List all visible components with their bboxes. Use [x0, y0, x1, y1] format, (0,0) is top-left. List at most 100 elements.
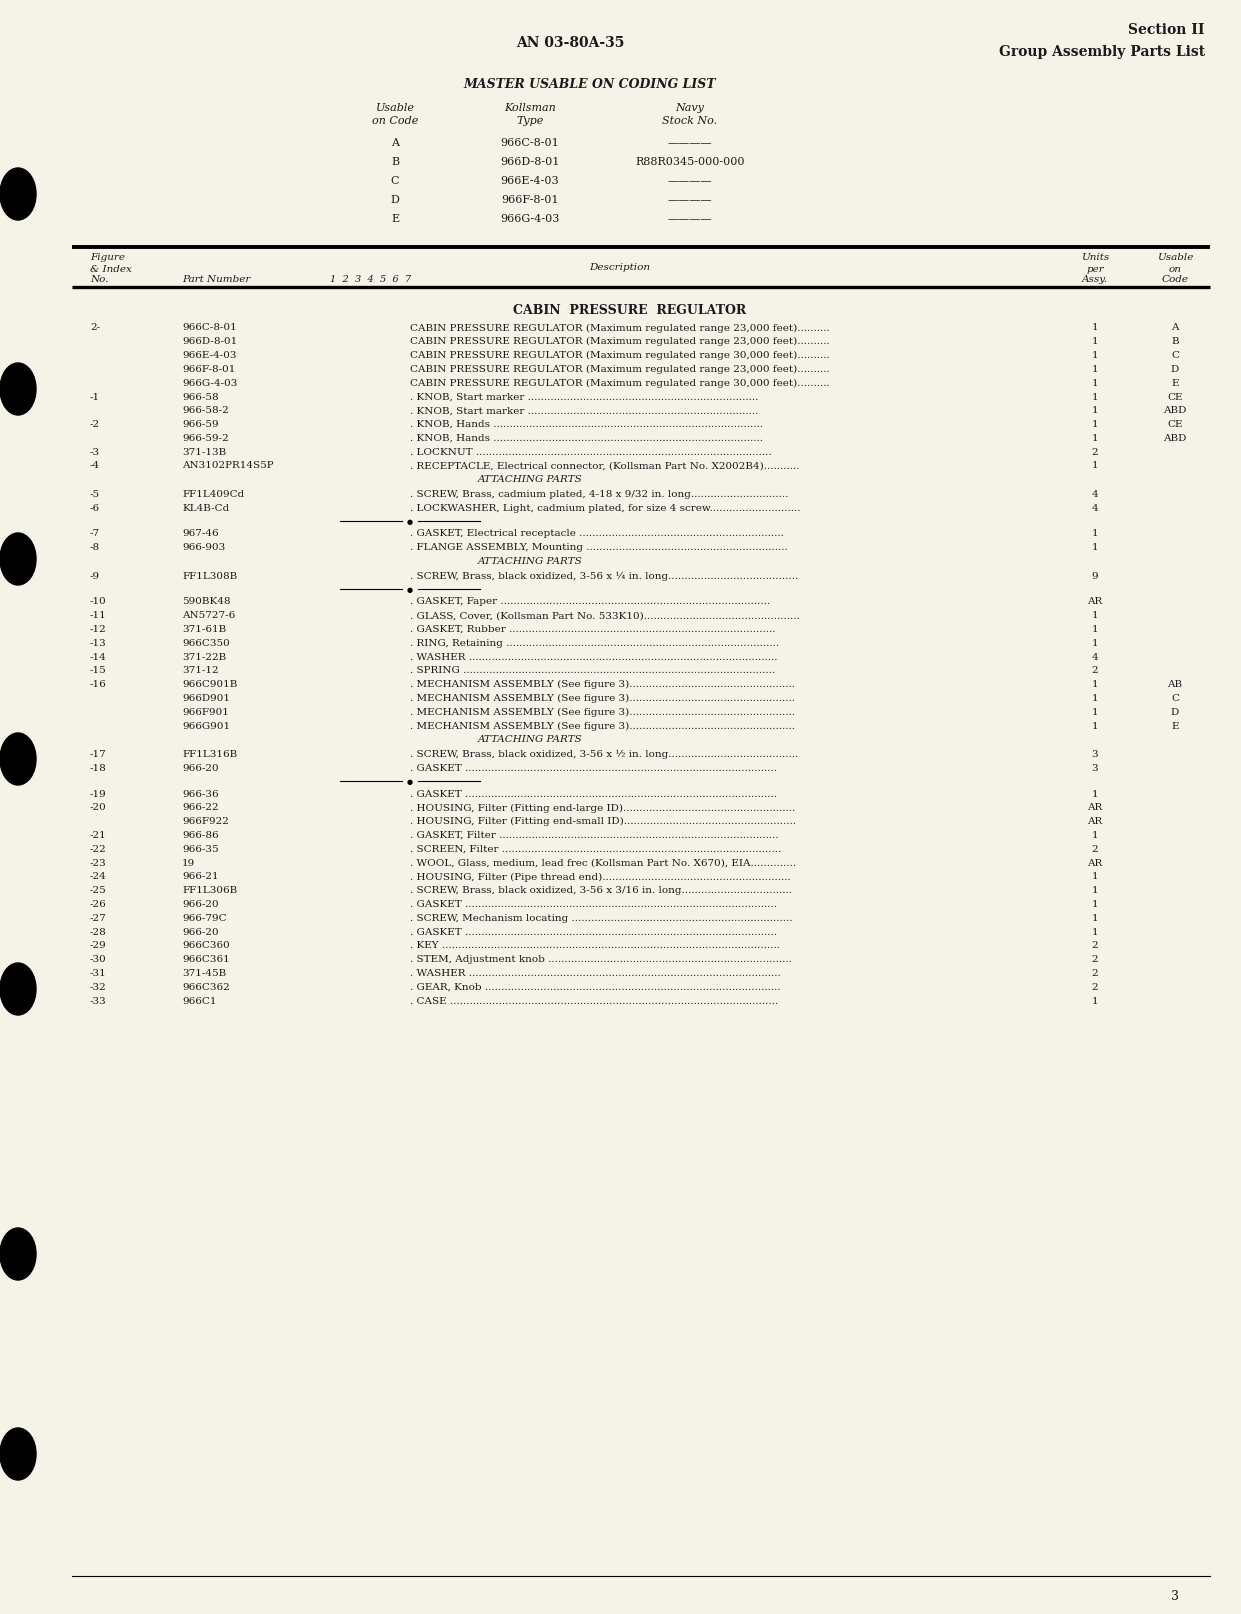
- Text: 966-21: 966-21: [182, 872, 218, 881]
- Text: D: D: [1170, 707, 1179, 717]
- Text: -18: -18: [91, 763, 107, 773]
- Text: 1: 1: [1092, 542, 1098, 552]
- Ellipse shape: [0, 1428, 36, 1480]
- Text: 2: 2: [1092, 955, 1098, 964]
- Text: D: D: [1170, 365, 1179, 374]
- Text: 1  2  3  4  5  6  7: 1 2 3 4 5 6 7: [330, 276, 411, 284]
- Text: B: B: [1172, 337, 1179, 345]
- Text: . GASKET .......................................................................: . GASKET ...............................…: [410, 763, 777, 773]
- Text: on: on: [1169, 265, 1181, 273]
- Text: . MECHANISM ASSEMBLY (See figure 3).............................................: . MECHANISM ASSEMBLY (See figure 3).....…: [410, 679, 795, 689]
- Text: ————: ————: [668, 215, 712, 224]
- Text: 966C901B: 966C901B: [182, 679, 237, 689]
- Text: FF1L316B: FF1L316B: [182, 751, 237, 759]
- Text: -30: -30: [91, 955, 107, 964]
- Text: Section II: Section II: [1128, 23, 1205, 37]
- Text: -5: -5: [91, 489, 101, 499]
- Text: . WOOL, Glass, medium, lead frec (Kollsman Part No. X670), EIA..............: . WOOL, Glass, medium, lead frec (Kollsm…: [410, 859, 795, 867]
- Text: 966C361: 966C361: [182, 955, 230, 964]
- Text: . KNOB, Hands ..................................................................: . KNOB, Hands ..........................…: [410, 420, 763, 429]
- Text: . WASHER .......................................................................: . WASHER ...............................…: [410, 968, 781, 978]
- Text: 1: 1: [1092, 886, 1098, 894]
- Text: . GEAR, Knob ...................................................................: . GEAR, Knob ...........................…: [410, 983, 781, 991]
- Text: -11: -11: [91, 612, 107, 620]
- Text: -26: -26: [91, 899, 107, 909]
- Text: 3: 3: [1172, 1590, 1179, 1603]
- Text: 966C350: 966C350: [182, 639, 230, 647]
- Text: -4: -4: [91, 462, 101, 470]
- Text: 1: 1: [1092, 392, 1098, 402]
- Text: 1: 1: [1092, 378, 1098, 387]
- Text: 9: 9: [1092, 571, 1098, 581]
- Text: 966-59: 966-59: [182, 420, 218, 429]
- Text: 371-45B: 371-45B: [182, 968, 226, 978]
- Text: . SCREW, Brass, black oxidized, 3-56 x 3/16 in. long............................: . SCREW, Brass, black oxidized, 3-56 x 3…: [410, 886, 792, 894]
- Text: ABD: ABD: [1163, 407, 1186, 415]
- Text: ATTACHING PARTS: ATTACHING PARTS: [478, 557, 582, 567]
- Text: C: C: [1172, 694, 1179, 702]
- Text: . CASE .........................................................................: . CASE .................................…: [410, 996, 778, 1006]
- Text: & Index: & Index: [91, 265, 132, 273]
- Text: 966G901: 966G901: [182, 721, 230, 730]
- Text: . GASKET, Rubber ...............................................................: . GASKET, Rubber .......................…: [410, 625, 776, 634]
- Text: 2: 2: [1092, 983, 1098, 991]
- Text: 1: 1: [1092, 625, 1098, 634]
- Text: 1: 1: [1092, 789, 1098, 799]
- Text: Kollsman: Kollsman: [504, 103, 556, 113]
- Text: 371-22B: 371-22B: [182, 652, 226, 662]
- Text: R88R0345-000-000: R88R0345-000-000: [635, 157, 745, 166]
- Ellipse shape: [0, 169, 36, 221]
- Text: 2: 2: [1092, 941, 1098, 951]
- Text: -27: -27: [91, 914, 107, 922]
- Text: 1: 1: [1092, 899, 1098, 909]
- Text: 1: 1: [1092, 612, 1098, 620]
- Text: Figure: Figure: [91, 253, 125, 263]
- Text: 1: 1: [1092, 365, 1098, 374]
- Text: No.: No.: [91, 276, 108, 284]
- Text: -1: -1: [91, 392, 101, 402]
- Text: . GASKET .......................................................................: . GASKET ...............................…: [410, 926, 777, 936]
- Text: -21: -21: [91, 831, 107, 839]
- Text: 966-35: 966-35: [182, 844, 218, 854]
- Text: 1: 1: [1092, 707, 1098, 717]
- Ellipse shape: [0, 363, 36, 416]
- Text: . GASKET .......................................................................: . GASKET ...............................…: [410, 899, 777, 909]
- Text: Type: Type: [516, 116, 544, 126]
- Text: 967-46: 967-46: [182, 529, 218, 537]
- Text: . KNOB, Start marker ...........................................................: . KNOB, Start marker ...................…: [410, 407, 758, 415]
- Text: -15: -15: [91, 667, 107, 675]
- Text: ABD: ABD: [1163, 434, 1186, 442]
- Text: . SCREEN, Filter ...............................................................: . SCREEN, Filter .......................…: [410, 844, 782, 854]
- Text: 4: 4: [1092, 504, 1098, 513]
- Ellipse shape: [0, 733, 36, 786]
- Text: 371-13B: 371-13B: [182, 447, 226, 457]
- Text: 966D-8-01: 966D-8-01: [500, 157, 560, 166]
- Text: 2: 2: [1092, 447, 1098, 457]
- Text: CABIN PRESSURE REGULATOR (Maximum regulated range 30,000 feet)..........: CABIN PRESSURE REGULATOR (Maximum regula…: [410, 350, 830, 360]
- Text: -7: -7: [91, 529, 101, 537]
- Text: . MECHANISM ASSEMBLY (See figure 3).............................................: . MECHANISM ASSEMBLY (See figure 3).....…: [410, 707, 795, 717]
- Text: E: E: [1172, 378, 1179, 387]
- Text: AR: AR: [1087, 597, 1102, 607]
- Text: C: C: [1172, 350, 1179, 360]
- Text: E: E: [391, 215, 400, 224]
- Text: Stock No.: Stock No.: [663, 116, 717, 126]
- Text: 1: 1: [1092, 721, 1098, 730]
- Text: -17: -17: [91, 751, 107, 759]
- Text: 966F-8-01: 966F-8-01: [501, 195, 558, 205]
- Text: -2: -2: [91, 420, 101, 429]
- Text: 966-36: 966-36: [182, 789, 218, 799]
- Text: . WASHER .......................................................................: . WASHER ...............................…: [410, 652, 778, 662]
- Text: Units: Units: [1081, 253, 1109, 263]
- Text: . FLANGE ASSEMBLY, Mounting ....................................................: . FLANGE ASSEMBLY, Mounting ............…: [410, 542, 788, 552]
- Text: -16: -16: [91, 679, 107, 689]
- Text: -24: -24: [91, 872, 107, 881]
- Text: AN5727-6: AN5727-6: [182, 612, 236, 620]
- Text: AR: AR: [1087, 804, 1102, 812]
- Text: Usable: Usable: [1157, 253, 1193, 263]
- Text: -8: -8: [91, 542, 101, 552]
- Text: ————: ————: [668, 176, 712, 186]
- Text: AN 03-80A-35: AN 03-80A-35: [516, 36, 624, 50]
- Text: 1: 1: [1092, 529, 1098, 537]
- Text: 3: 3: [1092, 763, 1098, 773]
